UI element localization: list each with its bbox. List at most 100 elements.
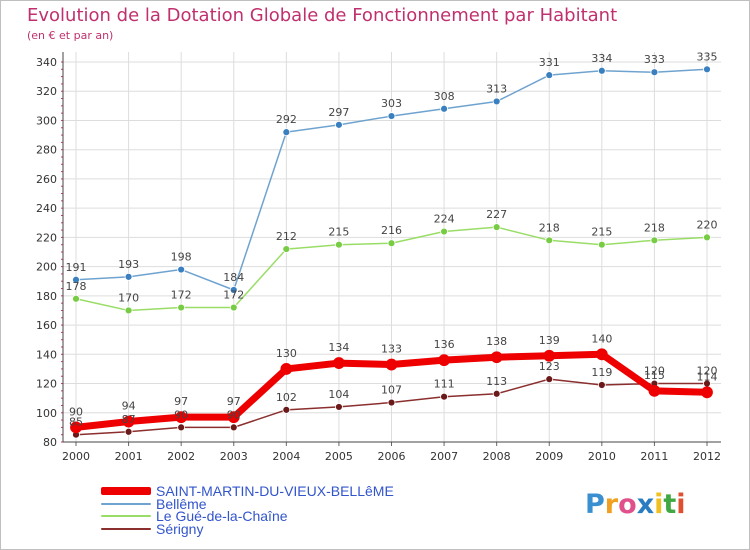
data-point (701, 386, 713, 399)
data-label: 119 (591, 366, 612, 379)
data-label: 198 (171, 251, 192, 264)
x-tick-label: 2006 (378, 450, 406, 463)
data-point (177, 303, 186, 312)
data-point (229, 286, 238, 294)
x-tick-label: 2003 (220, 450, 248, 463)
data-point (177, 265, 186, 274)
data-point (333, 357, 345, 369)
data-label: 170 (118, 291, 139, 304)
chart-subtitle: (en € et par an) (27, 29, 114, 42)
data-label: 87 (122, 413, 136, 426)
chart-title: Evolution de la Dotation Globale de Fonc… (27, 5, 618, 26)
data-point (703, 233, 711, 242)
data-point (282, 245, 291, 253)
x-tick-label: 2004 (272, 450, 300, 463)
logo-letter: t (663, 489, 677, 520)
y-tick-label: 260 (36, 173, 57, 186)
x-tick-label: 2010 (588, 450, 616, 463)
data-label: 123 (539, 360, 560, 373)
legend-swatch (101, 487, 151, 496)
x-tick-label: 2000 (62, 450, 90, 463)
y-tick-label: 120 (36, 378, 57, 391)
y-tick-label: 320 (36, 85, 57, 98)
data-label: 134 (328, 341, 349, 354)
legend-swatch (101, 527, 151, 530)
data-label: 138 (486, 335, 507, 348)
data-point (124, 272, 133, 281)
data-label: 102 (276, 391, 297, 404)
x-tick-label: 2005 (325, 450, 353, 463)
data-label: 335 (697, 50, 718, 63)
data-label: 220 (697, 218, 718, 231)
logo-letter: x (636, 489, 655, 520)
data-label: 114 (697, 370, 718, 383)
data-point (650, 236, 659, 245)
x-tick-label: 2001 (115, 450, 143, 463)
data-label: 178 (66, 280, 87, 293)
y-tick-label: 300 (36, 114, 57, 127)
data-label: 94 (122, 400, 136, 413)
data-label: 313 (486, 82, 507, 95)
logo-letter: i (676, 489, 686, 520)
logo-letter: i (654, 489, 664, 520)
data-point (175, 411, 188, 424)
data-label: 331 (539, 56, 560, 69)
data-label: 334 (591, 52, 612, 65)
data-point (597, 240, 606, 249)
data-point (438, 354, 450, 367)
y-tick-label: 180 (36, 290, 57, 303)
data-label: 215 (328, 226, 349, 239)
y-tick-label: 220 (36, 231, 57, 244)
data-point (387, 239, 396, 248)
data-point (440, 392, 448, 401)
data-label: 90 (227, 408, 241, 421)
data-point (490, 351, 503, 364)
chart-legend: SAINT-MARTIN-DU-VIEUX-BELLêME Bellême Le G… (101, 484, 394, 535)
data-point (703, 65, 711, 74)
logo-letter: o (618, 489, 637, 520)
y-tick-label: 200 (36, 261, 57, 274)
data-label: 218 (644, 221, 665, 234)
data-label: 97 (227, 395, 241, 408)
data-label: 139 (539, 334, 560, 347)
data-label: 184 (223, 271, 244, 284)
data-point (387, 398, 396, 407)
data-point (70, 421, 82, 434)
data-point (597, 381, 606, 389)
y-tick-label: 340 (36, 56, 57, 69)
data-label: 111 (434, 378, 455, 391)
data-label: 297 (328, 106, 349, 119)
data-label: 107 (381, 384, 402, 397)
data-point (545, 71, 554, 80)
legend-item: Le Gué-de-la-Chaîne (101, 509, 394, 523)
data-point (597, 66, 606, 75)
legend-swatch (101, 515, 151, 518)
data-point (387, 112, 396, 120)
data-point (124, 306, 133, 315)
data-point (335, 120, 343, 129)
y-tick-label: 280 (36, 144, 57, 157)
data-point (650, 68, 659, 77)
data-point (229, 423, 238, 432)
data-point (122, 415, 135, 428)
data-point (282, 405, 291, 414)
data-point (282, 128, 291, 137)
x-tick-label: 2009 (535, 450, 563, 463)
data-label: 104 (328, 388, 349, 401)
data-label: 90 (174, 408, 188, 421)
legend-item: Sérigny (101, 522, 394, 535)
data-point (545, 236, 554, 245)
data-label: 120 (644, 365, 665, 378)
data-label: 218 (539, 221, 560, 234)
y-tick-label: 140 (36, 348, 57, 361)
y-tick-label: 240 (36, 202, 57, 215)
x-tick-label: 2011 (640, 450, 668, 463)
data-label: 193 (118, 258, 139, 271)
data-label: 85 (69, 416, 83, 429)
data-point (335, 240, 343, 249)
data-point (229, 303, 238, 312)
data-point (280, 363, 293, 375)
legend-item: Bellême (101, 497, 394, 510)
data-label: 191 (66, 261, 87, 274)
